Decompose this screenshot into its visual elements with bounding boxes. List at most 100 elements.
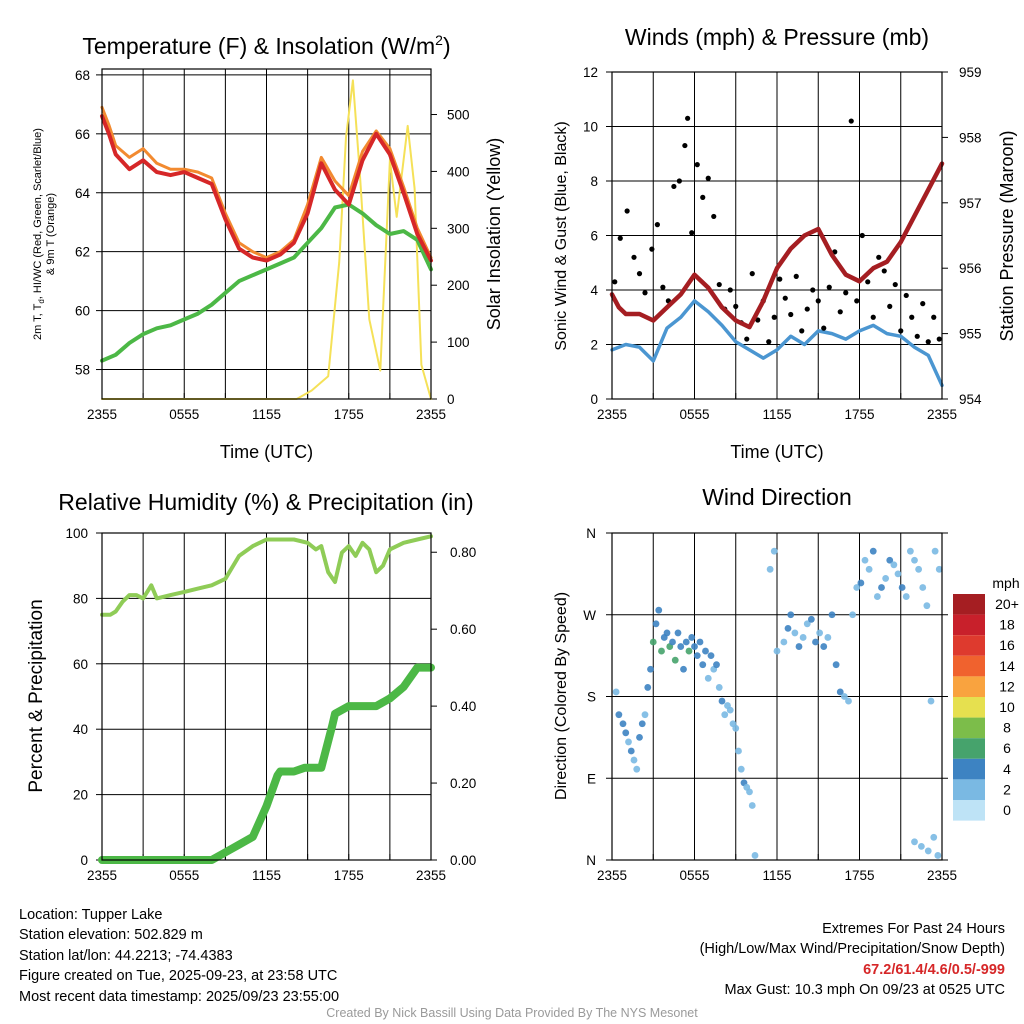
series-station-pressure (609, 161, 945, 330)
x-tick-label: 1755 (844, 407, 874, 422)
legend-label: 14 (999, 658, 1015, 674)
y-axis-label: Sonic Wind & Gust (Blue, Black) (553, 121, 570, 350)
extremes-values: 67.2/61.4/4.6/0.5/-999 (863, 961, 1005, 978)
gust-point (804, 306, 810, 312)
x-tick-label: 2355 (927, 868, 957, 883)
wind-direction-point (704, 674, 712, 682)
wind-direction-point (791, 629, 799, 637)
chart-title: Relative Humidity (%) & Precipitation (i… (58, 489, 473, 515)
figure-created: Figure created on Tue, 2025-09-23, at 23… (19, 968, 338, 985)
legend-label: 12 (999, 678, 1015, 694)
plot-border (101, 68, 432, 400)
wind-direction-point (718, 697, 726, 705)
station-elevation: Station elevation: 502.829 m (19, 927, 203, 944)
gust-point (936, 336, 942, 342)
y-axis-label: Direction (Colored By Speed) (553, 592, 570, 800)
wind-direction-point (647, 665, 654, 673)
gust-point (744, 336, 750, 342)
x-tick-label: 2355 (927, 407, 957, 422)
wind-direction-point (930, 833, 938, 841)
wind-direction-point (748, 802, 756, 809)
wind-direction-point (638, 720, 646, 728)
x-tick-label: 0555 (679, 868, 709, 883)
wind-direction-point (622, 729, 630, 737)
y-tick-label: 8 (590, 174, 598, 189)
wind-direction-point (919, 584, 927, 591)
wind-direction-point (688, 634, 696, 641)
legend-swatch (953, 800, 985, 821)
x-axis-label: Time (UTC) (730, 442, 823, 462)
gust-point (671, 183, 677, 190)
wind-direction-point (824, 634, 832, 641)
series-dewpoint (100, 202, 433, 363)
gust-point (771, 314, 777, 320)
x-tick-label: 2355 (87, 868, 117, 883)
wind-direction-point (669, 638, 676, 646)
y2-tick-label: 300 (447, 221, 470, 236)
legend-swatch (953, 779, 985, 800)
legend-label: 16 (999, 637, 1015, 653)
wind-direction-point (770, 547, 778, 555)
wind-direction-point (735, 747, 742, 755)
wind-direction-point (674, 629, 682, 637)
x-tick-label: 0555 (169, 868, 199, 883)
y2-tick-label: 959 (959, 65, 982, 80)
wind-direction-point (865, 565, 873, 573)
y2-tick-label: 500 (447, 108, 470, 123)
legend-label: 20+ (995, 596, 1019, 612)
wind-direction-point (677, 643, 685, 650)
wind-direction-point (816, 629, 824, 637)
x-tick-label: 1755 (844, 868, 874, 883)
extremes-info: Extremes For Past 24 Hours (High/Low/Max… (700, 919, 1005, 1001)
legend-swatch (953, 614, 985, 636)
y-tick-label: 66 (75, 127, 90, 142)
wind-direction-point (853, 584, 861, 591)
y-tick-label: 68 (75, 68, 90, 83)
y-axis-label-line2: & 9m T (Orange) (45, 193, 57, 275)
x-tick-label: 0555 (169, 407, 199, 422)
y2-tick-label: 955 (959, 327, 982, 342)
gust-point (682, 142, 688, 149)
y2-tick-label: 400 (447, 164, 470, 179)
x-tick-label: 2355 (597, 868, 627, 883)
y2-tick-label: 0 (447, 392, 455, 407)
y2-tick-label: 954 (959, 392, 982, 407)
wind-direction-point (737, 765, 745, 773)
legend-swatch (953, 676, 985, 697)
plot-border (611, 532, 943, 861)
x-tick-label: 1155 (762, 868, 791, 883)
legend-label: 18 (999, 617, 1015, 633)
chart-title: Wind Direction (702, 484, 852, 510)
chart-title: Winds (mph) & Pressure (mb) (625, 24, 929, 50)
gust-point (612, 279, 618, 285)
y-tick-label: N (586, 526, 596, 541)
extremes-title: Extremes For Past 24 Hours (822, 921, 1005, 937)
gust-point (766, 339, 772, 345)
y-tick-label: 10 (583, 120, 598, 135)
series-sonic-wind (610, 299, 944, 388)
wind-direction-point (861, 556, 869, 564)
y-tick-label: 80 (73, 591, 88, 606)
plot-border (101, 532, 432, 861)
wind-direction-point (766, 565, 774, 573)
y2-tick-label: 100 (447, 335, 470, 350)
y-tick-label: 12 (583, 65, 598, 80)
gust-point (865, 279, 871, 285)
y-axis-label: Percent & Precipitation (26, 599, 47, 792)
y-tick-label: 58 (75, 363, 90, 378)
gust-point (649, 246, 655, 252)
wind-direction-point (615, 711, 623, 719)
gust-point (733, 303, 739, 309)
gust-point (931, 314, 937, 320)
legend-swatch (953, 738, 985, 759)
wind-direction-point (934, 852, 942, 859)
gust-point (843, 290, 849, 296)
x-tick-label: 1755 (334, 868, 364, 883)
wind-direction-point (873, 593, 881, 600)
wind-direction-point (685, 647, 693, 655)
humidity-precipitation-panel: 2355 0555 1155 1755 23550204060801000.000.20… (26, 489, 476, 883)
gust-point (881, 268, 887, 274)
y2-tick-label: 958 (959, 130, 982, 145)
gust-point (711, 213, 717, 220)
